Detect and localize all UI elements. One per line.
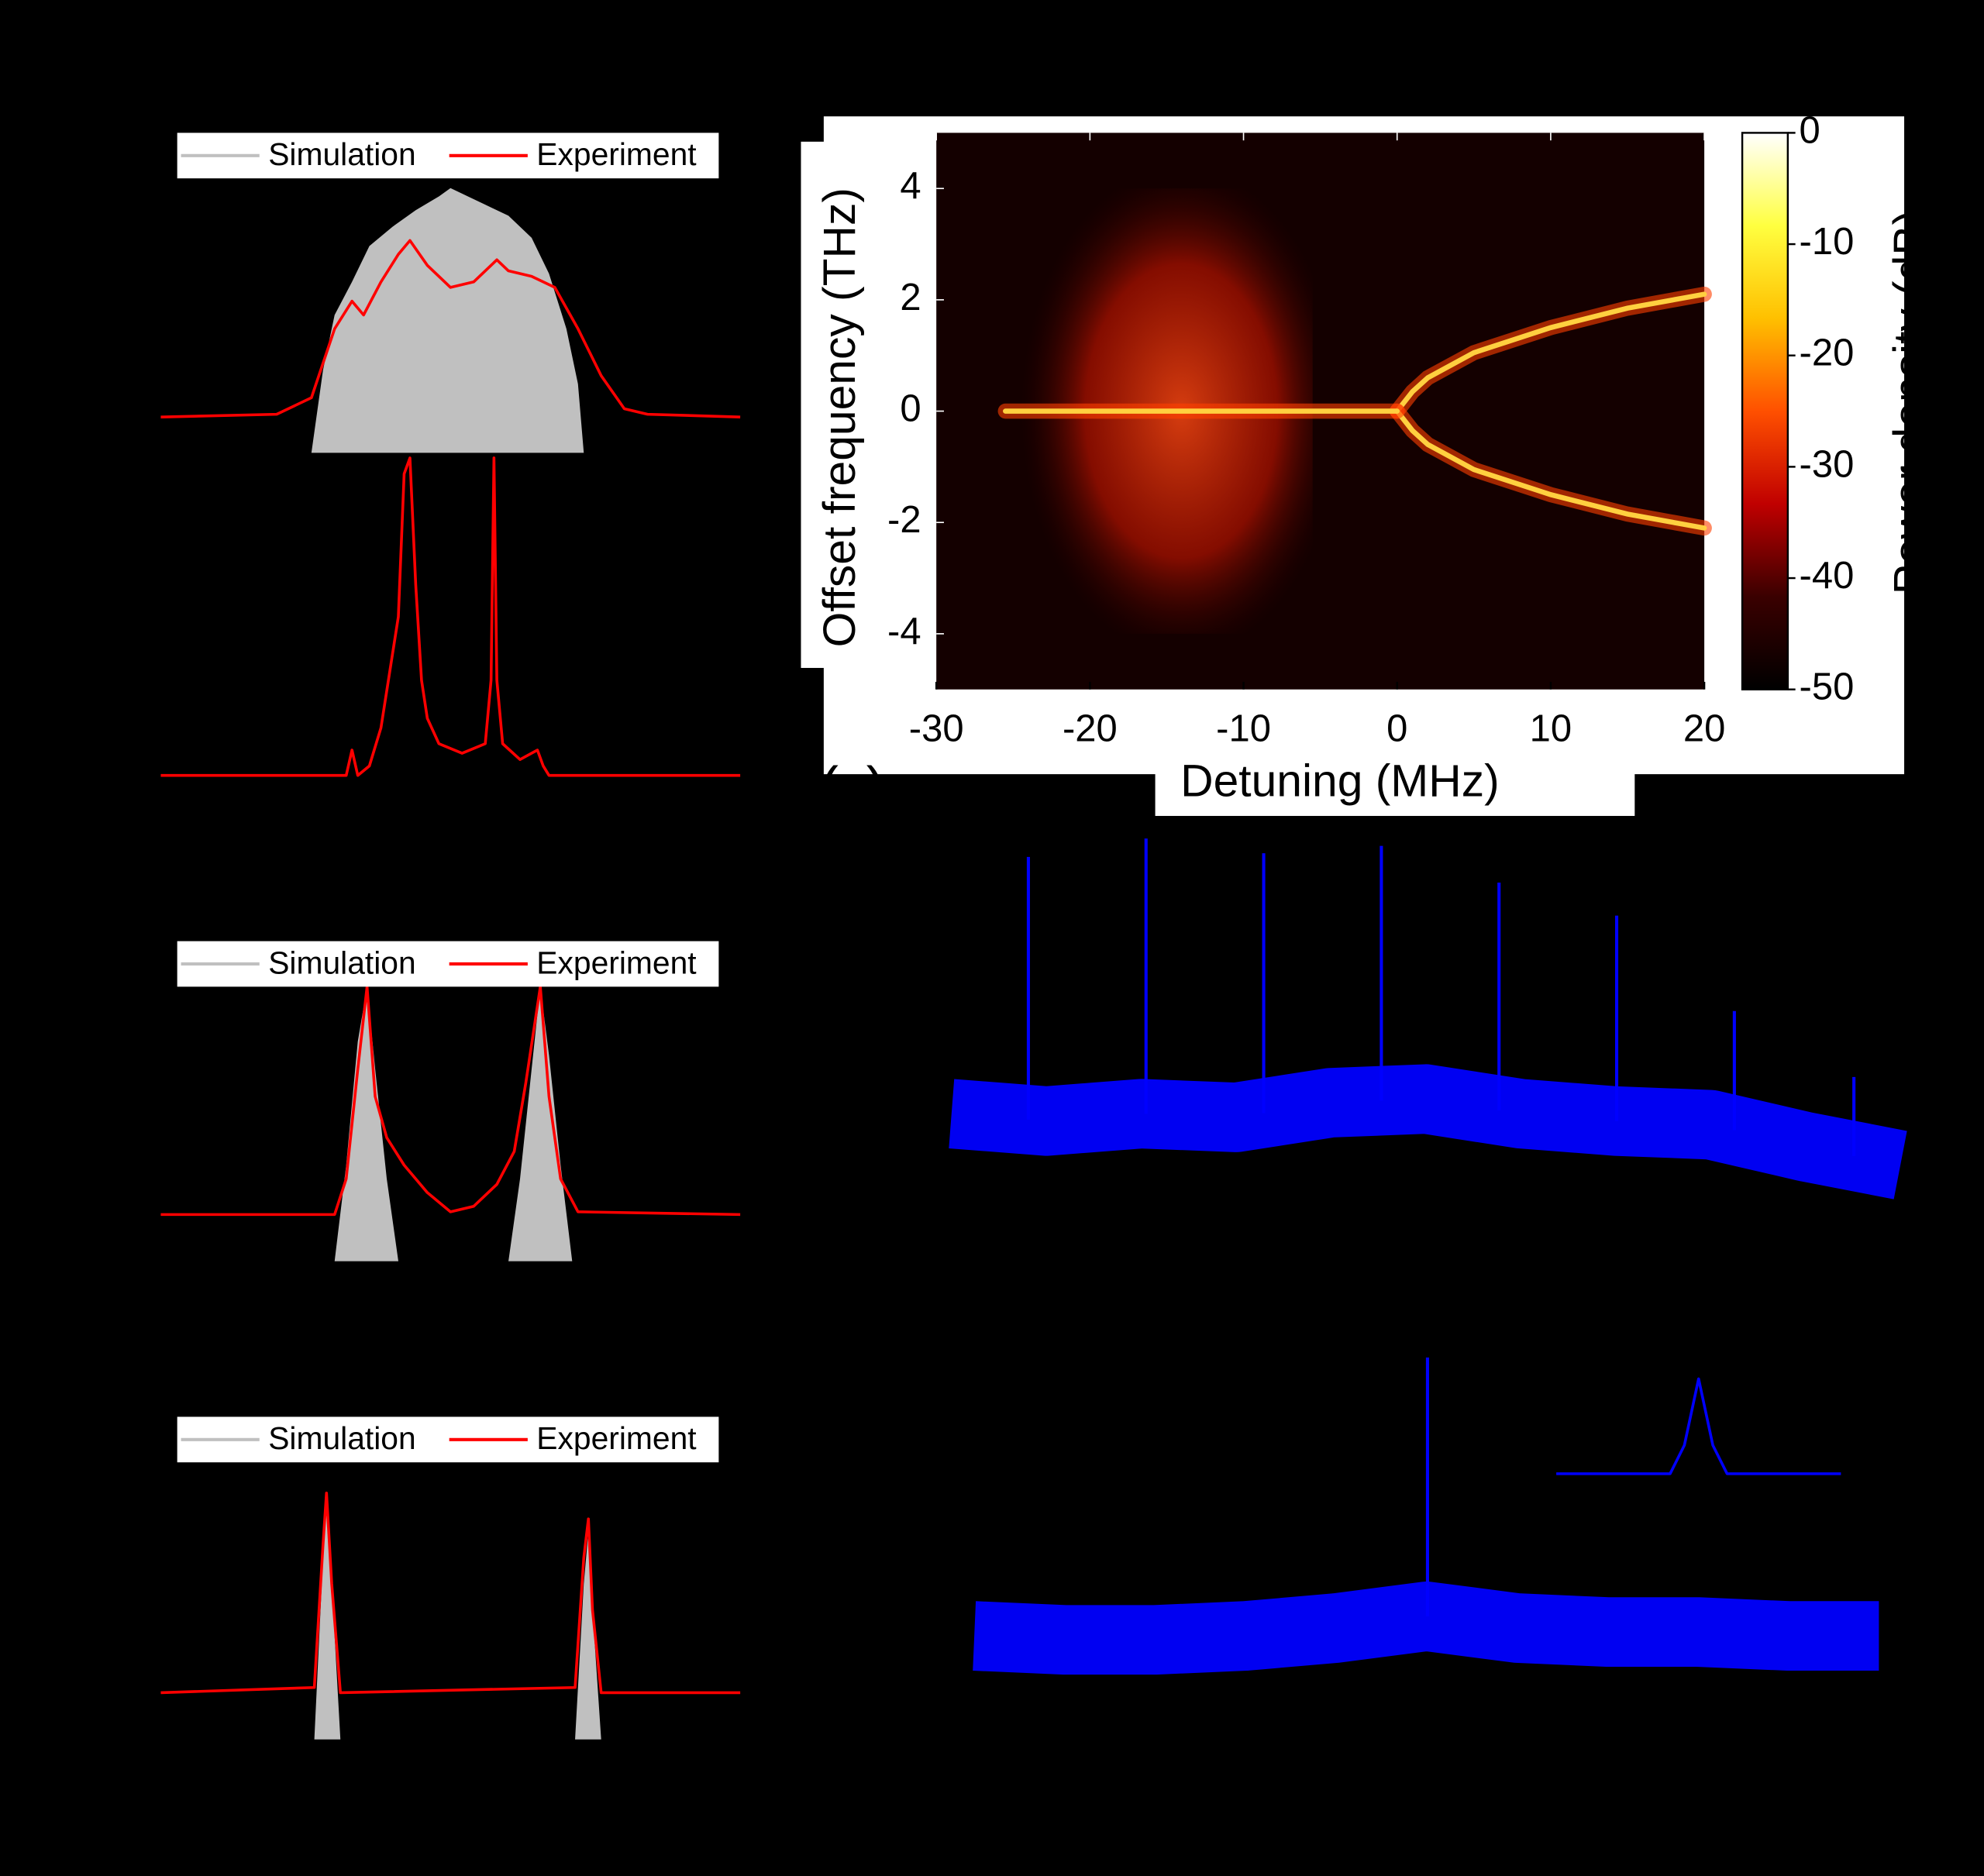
trace (160, 985, 741, 1217)
colorbar (1741, 132, 1789, 690)
colorbar-tick-label: -30 (1800, 443, 1855, 485)
trace (160, 239, 741, 418)
legend-label: Simulation (268, 136, 415, 172)
xlabel-background (1155, 759, 1635, 816)
legend-box (177, 1416, 719, 1463)
y-tick-label: 2 (900, 277, 921, 318)
simulation-area (160, 188, 741, 453)
panel-label: (c) (820, 756, 885, 818)
colorbar-tick-label: -20 (1800, 332, 1855, 374)
legend-label: Experiment (536, 1420, 697, 1456)
colorbar-tick-label: -40 (1800, 555, 1855, 597)
x-axis-label: Detuning (MHz) (1180, 756, 1499, 807)
ylabel-background (801, 141, 827, 668)
legend-label: Simulation (268, 1420, 415, 1456)
colorbar-label: Power density (dB) (1885, 210, 1935, 594)
trace (160, 456, 741, 777)
trace (1556, 1377, 1841, 1475)
legend-box (177, 133, 719, 179)
trace (160, 1491, 741, 1695)
legend-label: Experiment (536, 136, 697, 172)
simulation-area (160, 1506, 741, 1740)
x-tick-label: -10 (1216, 708, 1271, 750)
y-tick-label: -4 (887, 611, 921, 652)
x-tick-label: 10 (1530, 708, 1572, 750)
y-axis-label: Offset frequency (THz) (815, 188, 865, 647)
legend-label: Simulation (268, 945, 415, 980)
legend-label: Experiment (536, 945, 697, 980)
branch (1394, 291, 1707, 414)
experiment-fill (160, 986, 740, 1261)
experiment-fill (160, 458, 740, 776)
x-tick-label: 0 (1386, 708, 1407, 750)
y-tick-label: -2 (887, 499, 921, 541)
colorbar-tick-label: -50 (1800, 666, 1855, 708)
branch (1394, 408, 1707, 531)
noise-band (973, 1581, 1879, 1675)
legend-box (177, 941, 719, 987)
y-tick-label: 0 (900, 388, 921, 430)
x-tick-label: 20 (1683, 708, 1725, 750)
x-tick-label: -20 (1063, 708, 1118, 750)
x-tick-label: -30 (909, 708, 964, 750)
noise-band (949, 1064, 1907, 1200)
colorbar-tick-label: 0 (1800, 109, 1820, 151)
y-tick-label: 4 (900, 165, 921, 207)
experiment-fill (160, 1493, 740, 1740)
colorbar-tick-label: -10 (1800, 221, 1855, 263)
